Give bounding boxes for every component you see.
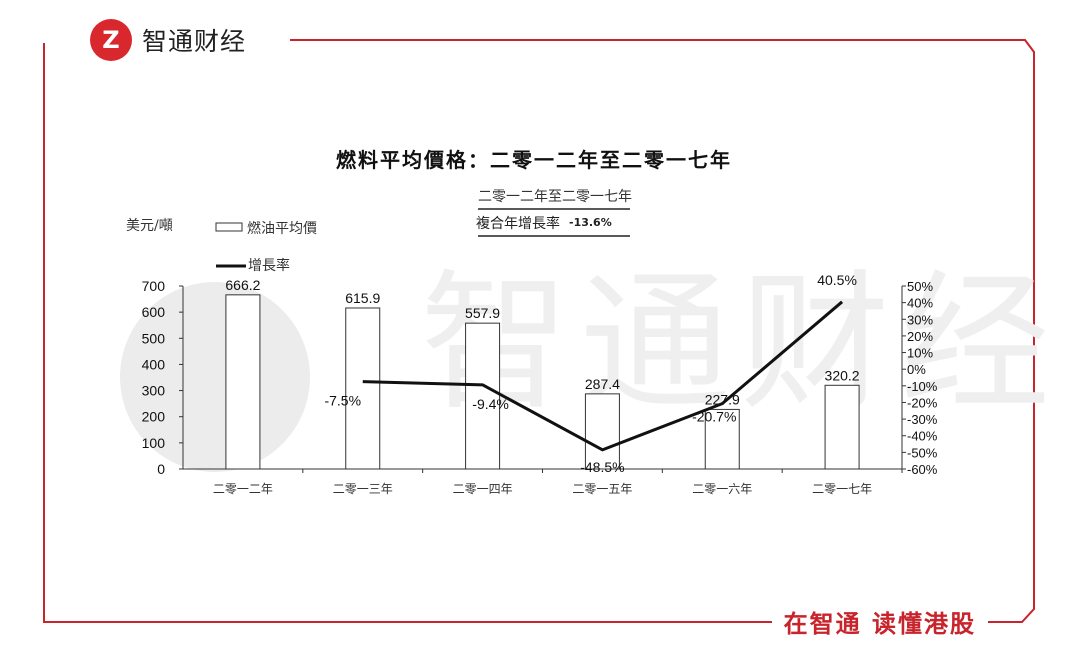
y-left-tick-label: 300 bbox=[142, 383, 166, 399]
bar-value-label: 287.4 bbox=[585, 376, 620, 392]
bar-value-label: 227.9 bbox=[705, 391, 740, 407]
cagr-label: 複合年增長率 bbox=[476, 216, 560, 232]
x-tick-label: 二零一四年 bbox=[453, 482, 513, 496]
red-frame-border bbox=[43, 39, 1035, 623]
cagr-value: -13.6% bbox=[569, 216, 612, 229]
y-right-tick-label: 10% bbox=[907, 346, 933, 361]
price-bar bbox=[584, 393, 620, 470]
y-left-tick-label: 500 bbox=[142, 330, 166, 346]
legend-line-label: 增長率 bbox=[248, 258, 290, 274]
watermark-logo-circle bbox=[120, 282, 310, 472]
zhitong-logo-icon: Z bbox=[90, 19, 132, 61]
y-left-tick-label: 200 bbox=[142, 409, 166, 425]
left-axis-unit: 美元/噸 bbox=[126, 218, 173, 234]
price-bar bbox=[704, 408, 740, 470]
x-tick-label: 二零一二年 bbox=[213, 482, 273, 496]
y-right-tick-label: 20% bbox=[907, 329, 933, 344]
growth-rate-label: -9.4% bbox=[472, 396, 509, 412]
growth-rate-label: 40.5% bbox=[817, 272, 857, 288]
growth-rate-label: -48.5% bbox=[580, 459, 624, 475]
growth-rate-line bbox=[362, 300, 844, 452]
y-right-tick-label: -60% bbox=[907, 462, 938, 477]
price-bar bbox=[824, 384, 860, 470]
y-left-tick-label: 0 bbox=[157, 461, 165, 477]
y-right-tick-label: -30% bbox=[907, 412, 938, 427]
x-tick-label: 二零一三年 bbox=[333, 482, 393, 496]
growth-rate-label: -20.7% bbox=[692, 409, 736, 425]
bar-value-label: 557.9 bbox=[465, 305, 500, 321]
price-bar bbox=[345, 307, 381, 470]
y-right-tick-label: -10% bbox=[907, 379, 938, 394]
x-tick-label: 二零一七年 bbox=[812, 482, 872, 496]
y-left-tick-label: 100 bbox=[142, 435, 166, 451]
brand-header[interactable]: Z 智通财经 bbox=[84, 18, 259, 62]
y-right-tick-label: -20% bbox=[907, 395, 938, 410]
x-tick-label: 二零一五年 bbox=[572, 482, 632, 496]
watermark-text: 智通财经 bbox=[420, 259, 1060, 427]
price-bar bbox=[225, 294, 261, 470]
x-tick-label: 二零一六年 bbox=[692, 482, 752, 496]
brand-name: 智通财经 bbox=[142, 27, 247, 56]
y-right-tick-label: 50% bbox=[907, 279, 933, 294]
y-right-tick-label: 0% bbox=[907, 362, 926, 377]
cagr-period: 二零一二年至二零一七年 bbox=[478, 189, 632, 205]
y-right-tick-label: 40% bbox=[907, 296, 933, 311]
y-right-tick-label: -40% bbox=[907, 429, 938, 444]
y-left-tick-label: 400 bbox=[142, 356, 166, 372]
bar-value-label: 666.2 bbox=[225, 277, 260, 293]
y-left-tick-label: 700 bbox=[142, 278, 166, 294]
price-bar bbox=[465, 322, 501, 470]
bar-value-label: 320.2 bbox=[825, 367, 860, 383]
bar-value-label: 615.9 bbox=[345, 290, 380, 306]
legend-bar-label: 燃油平均價 bbox=[247, 221, 317, 237]
growth-rate-label: -7.5% bbox=[324, 393, 361, 409]
y-right-tick-label: 30% bbox=[907, 312, 933, 327]
chart-title: 燃料平均價格：二零一二年至二零一七年 bbox=[336, 148, 732, 172]
footer-slogan: 在智通 读懂港股 bbox=[771, 604, 988, 639]
legend-bar-swatch bbox=[215, 222, 243, 232]
y-right-tick-label: -50% bbox=[907, 445, 938, 460]
y-left-tick-label: 600 bbox=[142, 304, 166, 320]
